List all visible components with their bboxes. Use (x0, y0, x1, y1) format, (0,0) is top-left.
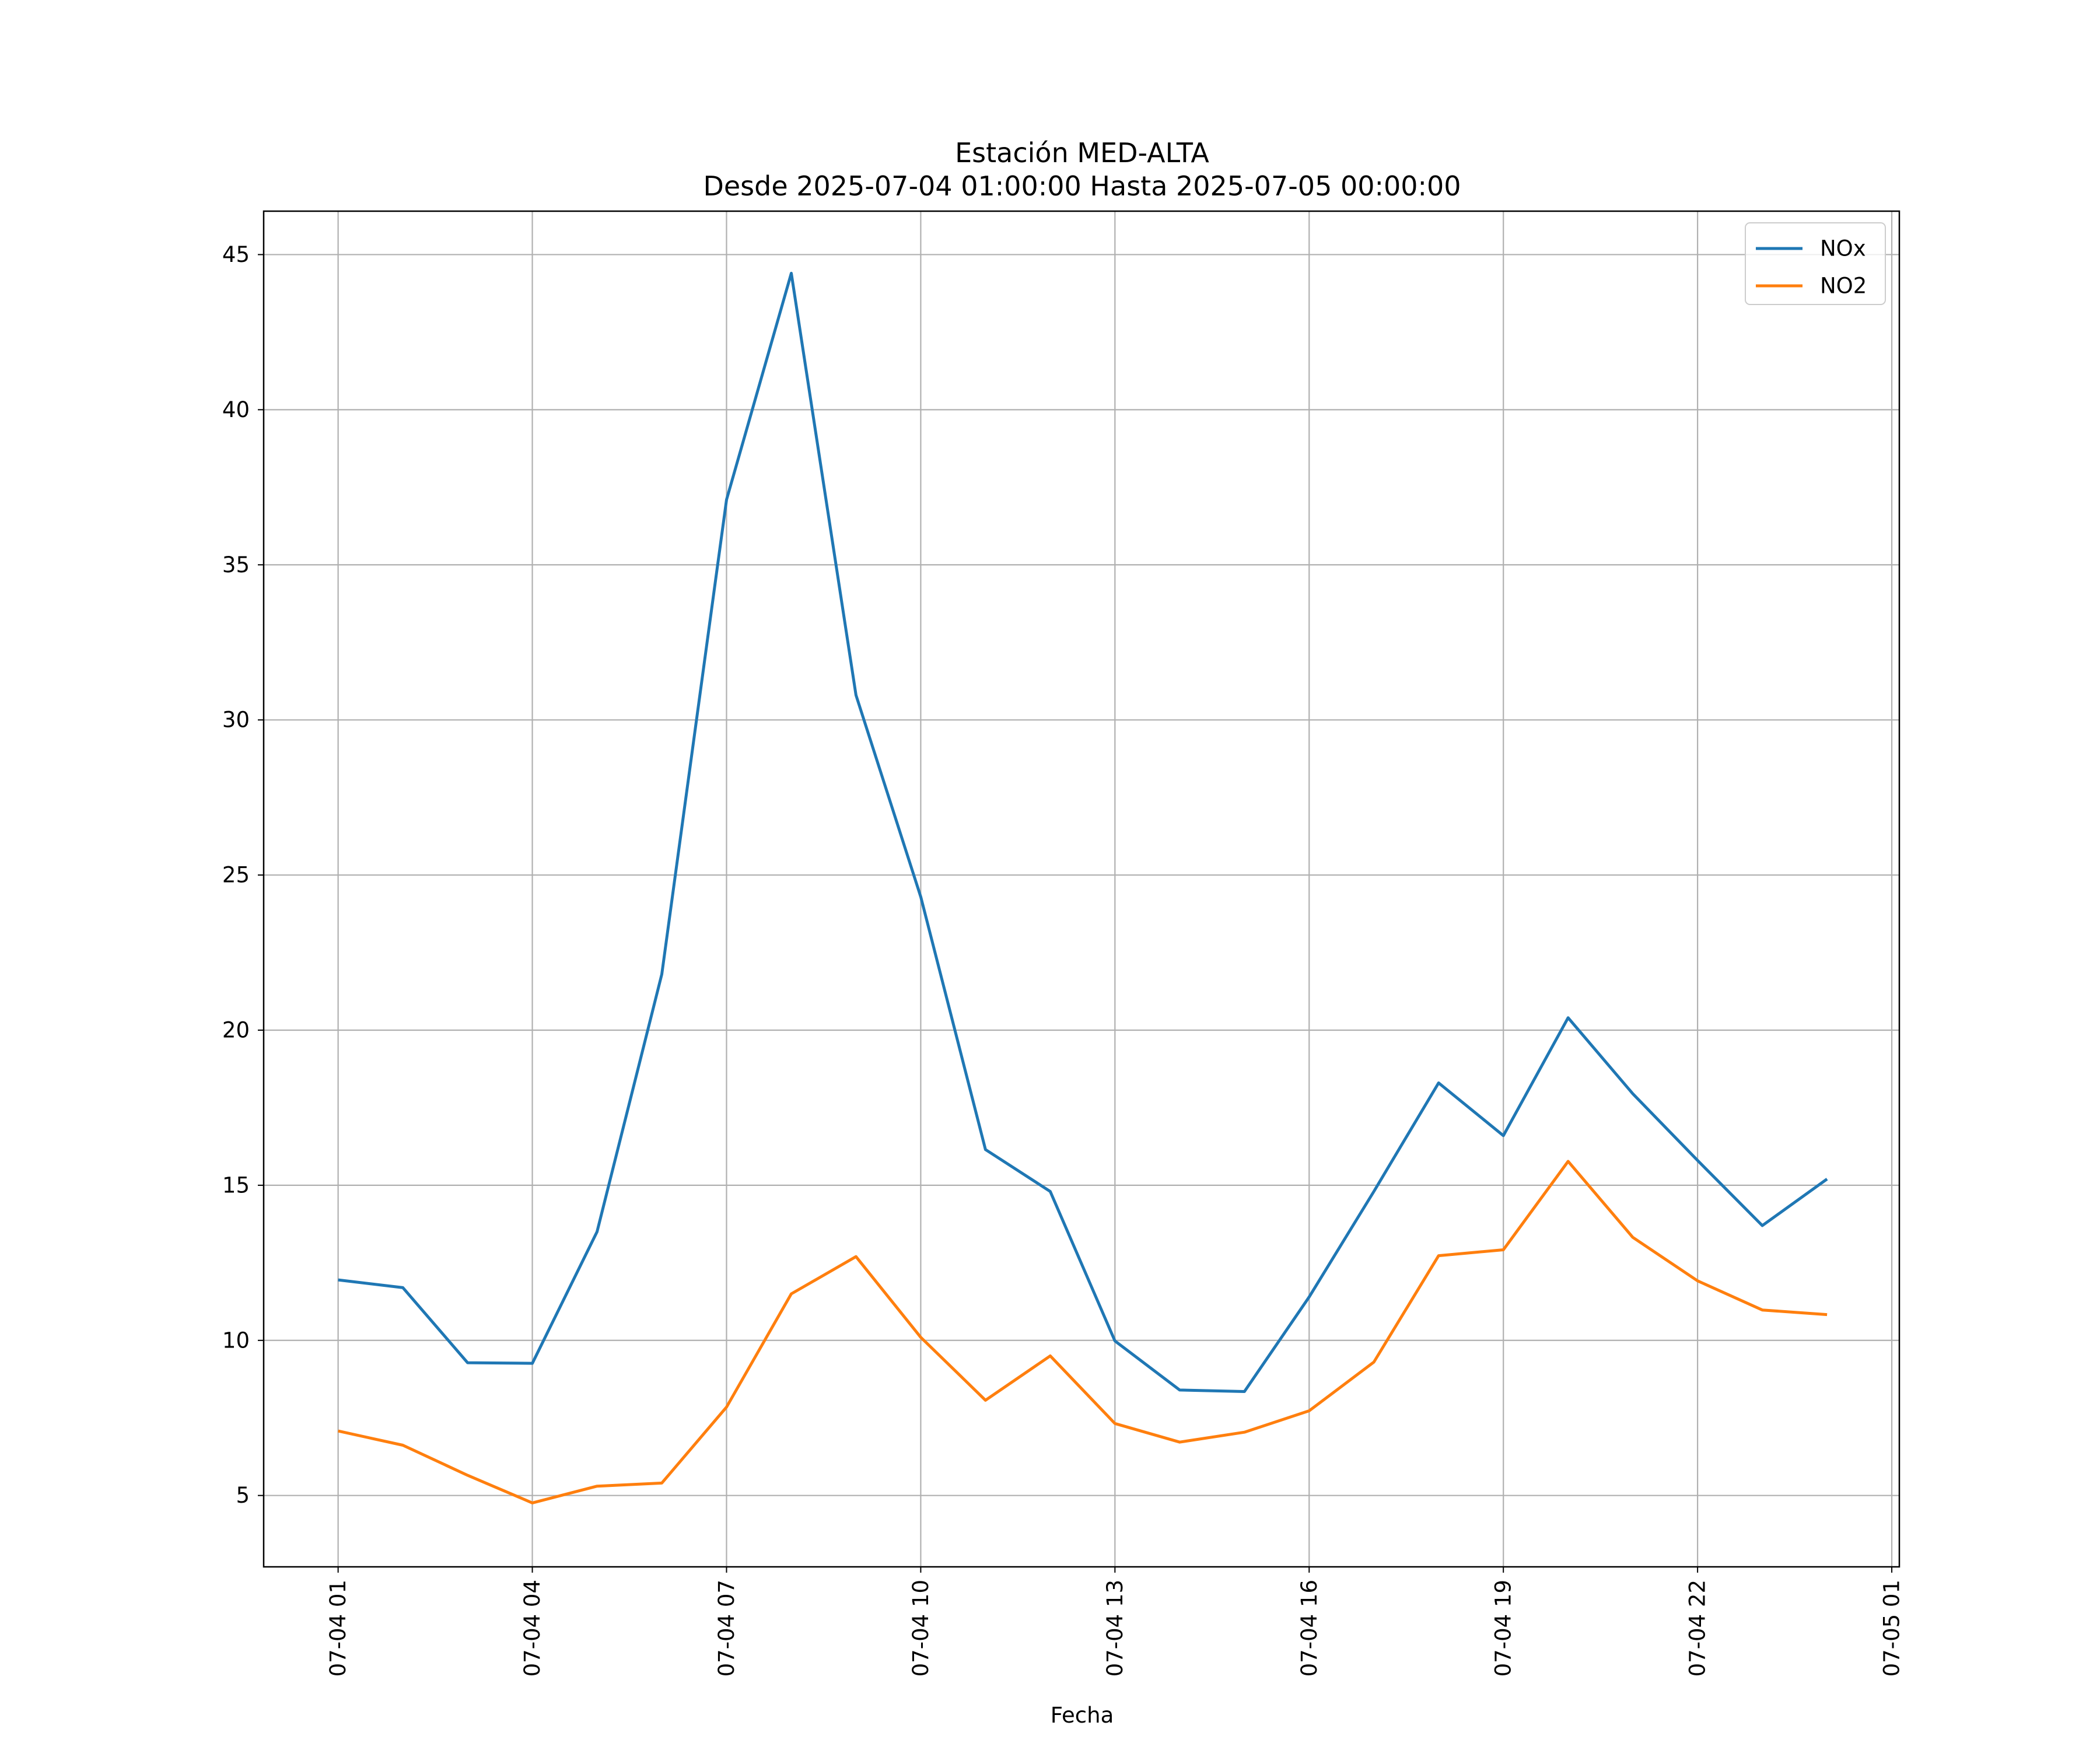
legend: NOx NO2 (1745, 222, 1886, 305)
series-line-nox (338, 271, 1828, 1393)
x-axis-label: Fecha (1051, 1703, 1114, 1728)
x-tick-label: 07-04 10 (908, 1580, 933, 1676)
chart-subtitle: Desde 2025-07-04 01:00:00 Hasta 2025-07-… (703, 170, 1461, 202)
y-axis: 5 10 15 20 25 30 35 40 45 (222, 242, 264, 1508)
chart-title: Estación MED-ALTA (955, 137, 1209, 169)
y-tick-label: 40 (222, 397, 250, 422)
y-tick-label: 35 (222, 552, 250, 578)
legend-label: NO2 (1820, 274, 1867, 299)
x-tick-label: 07-04 19 (1491, 1580, 1516, 1676)
y-tick-label: 10 (222, 1328, 250, 1353)
x-tick-label: 07-05 01 (1880, 1580, 1905, 1676)
series-layer (338, 271, 1828, 1504)
x-tick-label: 07-04 01 (326, 1580, 351, 1676)
y-tick-label: 20 (222, 1017, 250, 1042)
y-tick-label: 15 (222, 1172, 250, 1198)
x-tick-label: 07-04 13 (1102, 1580, 1128, 1676)
y-tick-label: 45 (222, 242, 250, 267)
x-axis: 07-04 01 07-04 04 07-04 07 07-04 10 07-04 13… (326, 1567, 1905, 1676)
x-tick-label: 07-04 07 (714, 1580, 739, 1676)
y-tick-label: 30 (222, 708, 250, 733)
plot-frame (262, 210, 1901, 1568)
series-line-no2 (338, 1160, 1828, 1504)
y-tick-label: 5 (236, 1483, 250, 1508)
x-tick-label: 07-04 04 (520, 1580, 545, 1676)
y-tick-label: 25 (222, 863, 250, 888)
grid (264, 211, 1899, 1567)
x-tick-label: 07-04 22 (1685, 1580, 1710, 1676)
legend-box (1745, 222, 1886, 305)
legend-label: NOx (1820, 236, 1866, 261)
x-tick-label: 07-04 16 (1297, 1580, 1322, 1676)
